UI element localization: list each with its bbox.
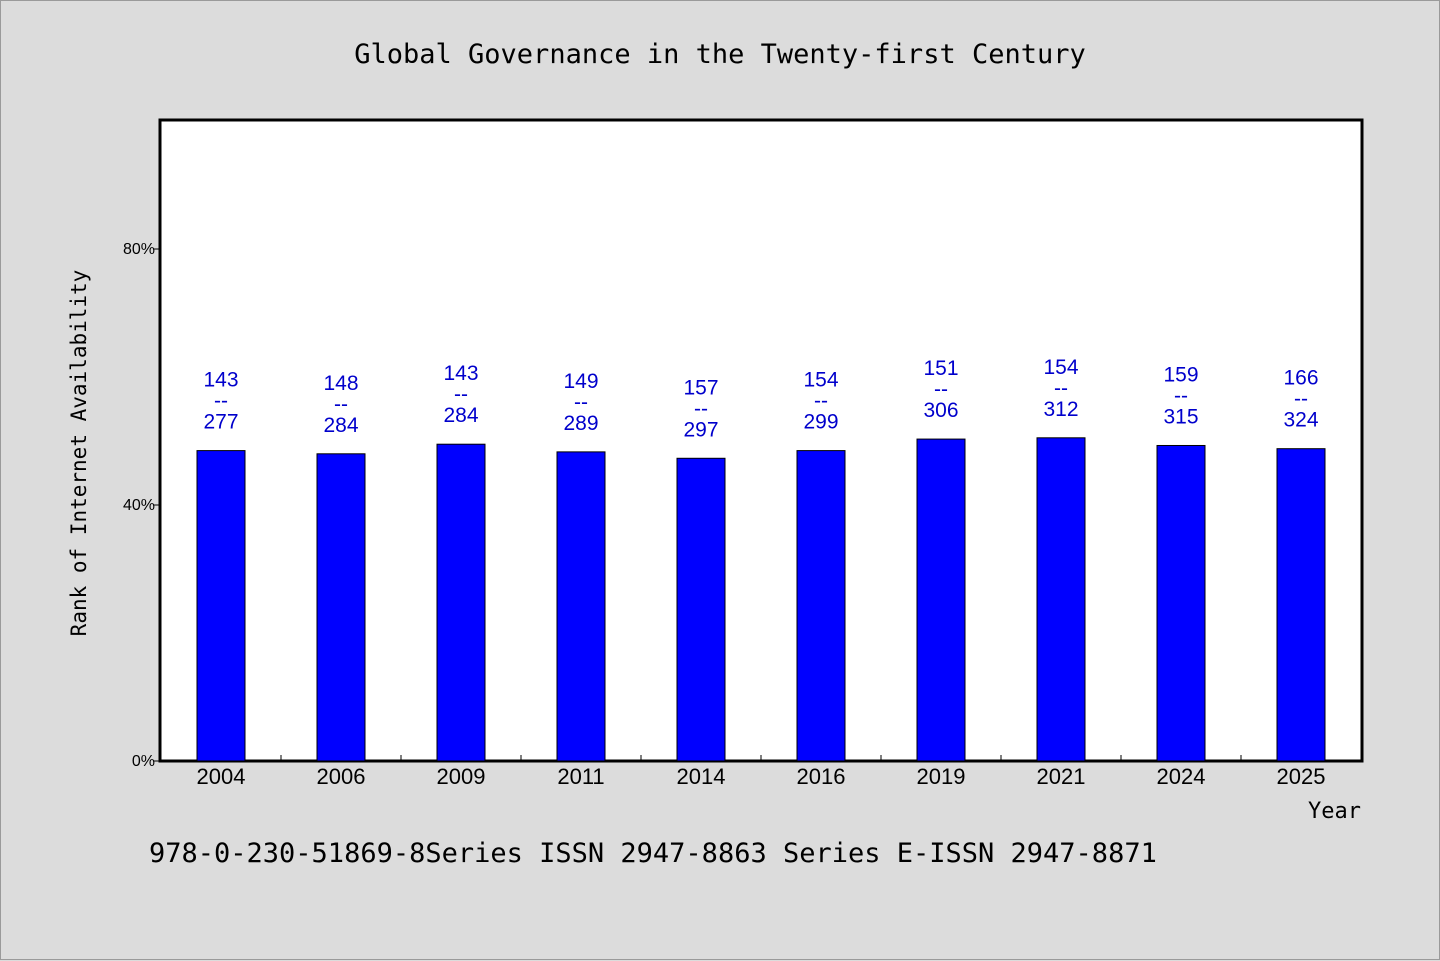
x-tick-label-2025: 2025: [1277, 764, 1326, 789]
data-label-2025-line-2: --: [1294, 388, 1308, 411]
chart-title: Global Governance in the Twenty-first Ce…: [354, 39, 1086, 70]
y-tick-label: 80%: [123, 241, 155, 258]
bar-2025: [1276, 448, 1326, 762]
data-label-2016-line-3: 299: [803, 411, 838, 434]
data-label-2019-line-2: --: [934, 378, 948, 401]
data-label-2004-line-3: 277: [203, 411, 238, 434]
bar-2006: [316, 453, 366, 762]
data-label-2014-line-2: --: [694, 397, 708, 420]
data-label-2024-line-1: 159: [1163, 363, 1198, 386]
x-tick-label-2004: 2004: [197, 764, 246, 789]
data-label-2004-line-1: 143: [203, 369, 238, 392]
bar-2021: [1036, 437, 1086, 762]
footer-isbn-text: 978-0-230-51869-8Series ISSN 2947-8863 S…: [149, 838, 1157, 869]
data-label-2016-line-1: 154: [803, 369, 838, 392]
bar-2004: [196, 450, 246, 762]
x-tick-label-2009: 2009: [437, 764, 486, 789]
data-labels-group: 143--277148--284143--284149--289157--297…: [203, 356, 1318, 441]
data-label-2006-line-3: 284: [323, 414, 358, 437]
y-axis-label: Rank of Internet Availability: [67, 270, 91, 637]
x-tick-label-2019: 2019: [917, 764, 966, 789]
data-label-2025-line-1: 166: [1283, 367, 1318, 390]
bar-2009: [436, 443, 486, 762]
data-label-2004-line-2: --: [214, 390, 228, 413]
data-label-2019-line-1: 151: [923, 357, 958, 380]
data-label-2011-line-1: 149: [563, 370, 598, 393]
data-label-2009-line-2: --: [454, 383, 468, 406]
data-label-2009-line-3: 284: [443, 404, 478, 427]
x-tick-label-2011: 2011: [557, 764, 604, 789]
bar-2011: [556, 451, 606, 762]
x-tick-label-2006: 2006: [317, 764, 366, 789]
y-tick-label: 40%: [123, 497, 155, 514]
data-label-2011-line-2: --: [574, 391, 588, 414]
data-label-2016-line-2: --: [814, 390, 828, 413]
data-label-2025-line-3: 324: [1283, 409, 1318, 432]
y-axis: 0% 40% 80%: [123, 241, 161, 770]
x-axis: 2004 2006 2009 2011 2014 2016 2019 2021 2024 2025: [197, 755, 1326, 789]
bar-2014: [676, 457, 726, 762]
data-label-2021-line-2: --: [1054, 377, 1068, 400]
x-axis-label: Year: [1308, 799, 1361, 824]
x-tick-label-2014: 2014: [677, 764, 726, 789]
bar-2024: [1156, 444, 1206, 762]
data-label-2021-line-3: 312: [1043, 398, 1078, 421]
data-label-2024-line-2: --: [1174, 384, 1188, 407]
data-label-2011-line-3: 289: [563, 412, 598, 435]
bar-2016: [796, 450, 846, 762]
data-label-2019-line-3: 306: [923, 399, 958, 422]
y-tick-label: 0%: [132, 753, 155, 770]
data-label-2009-line-1: 143: [443, 362, 478, 385]
data-label-2024-line-3: 315: [1163, 405, 1198, 428]
bar-2019: [916, 438, 966, 762]
x-tick-label-2021: 2021: [1037, 764, 1086, 789]
data-label-2006-line-2: --: [334, 393, 348, 416]
data-label-2014-line-3: 297: [683, 418, 718, 441]
data-label-2021-line-1: 154: [1043, 356, 1078, 379]
x-tick-label-2016: 2016: [797, 764, 846, 789]
x-tick-label-2024: 2024: [1157, 764, 1206, 789]
data-label-2014-line-1: 157: [683, 376, 718, 399]
data-label-2006-line-1: 148: [323, 372, 358, 395]
bars-group: [196, 437, 1326, 762]
